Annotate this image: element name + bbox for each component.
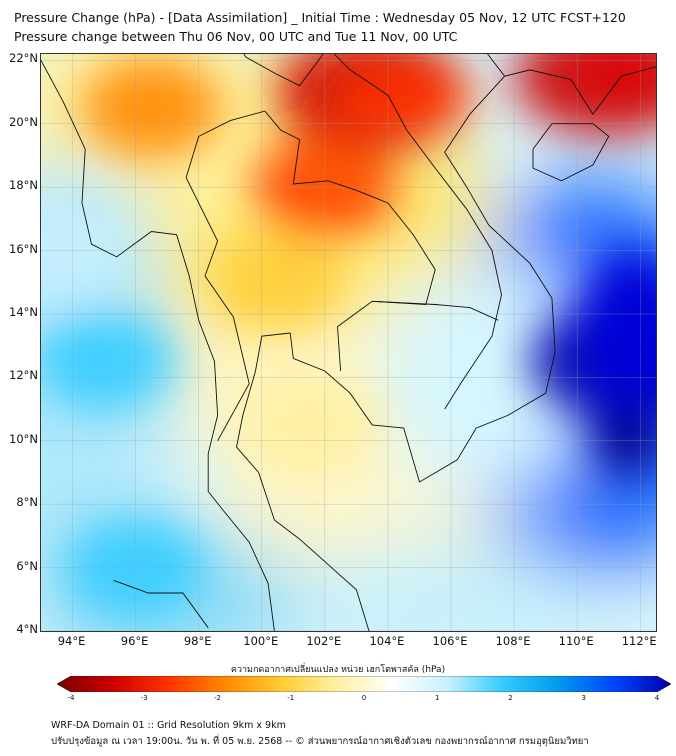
lat-tick-label: 16°N (9, 241, 38, 256)
colorbar-tick-label: 0 (361, 694, 367, 702)
coastline-sumatra (113, 579, 209, 629)
lat-tick-label: 8°N (16, 495, 38, 510)
colorbar-tick-label: 2 (508, 694, 513, 702)
border-china (243, 54, 505, 87)
footer-credit: ปรับปรุงข้อมูล ณ เวลา 19:00น. วัน พ. ที่… (51, 736, 589, 747)
border-laos-vietnam (333, 54, 502, 410)
colorbar-tick-label: 1 (435, 694, 440, 702)
border-thai-burma (185, 177, 250, 442)
lon-tick-label: 94°E (57, 634, 86, 648)
lon-tick-label: 106°E (432, 634, 468, 648)
coastline-burma-malay (41, 60, 275, 631)
lat-tick-label: 6°N (16, 558, 38, 573)
colorbar-title: ความกดอากาศเปลี่ยนแปลง หน่วย เฮกโตพาสคัล… (230, 665, 446, 675)
coastline-gulf-west (236, 332, 370, 631)
colorbar (57, 676, 671, 692)
lon-tick-label: 96°E (120, 634, 149, 648)
coastline-gulf-east (289, 66, 656, 483)
field-core-2 (294, 155, 375, 200)
border-cambodia (372, 300, 499, 321)
colorbar-tick-label: -4 (67, 694, 75, 702)
colorbar-tick-label: 3 (581, 694, 586, 702)
field-core-3 (578, 249, 656, 410)
field-burma-plain (81, 57, 222, 158)
field-andaman-sea (41, 311, 175, 412)
lon-tick-label: 112°E (621, 634, 657, 648)
lat-tick-label: 18°N (9, 178, 38, 193)
lat-tick-label: 14°N (9, 304, 38, 319)
lon-tick-label: 100°E (243, 634, 279, 648)
colorbar-gradient (57, 676, 671, 692)
lon-tick-label: 102°E (306, 634, 342, 648)
lon-tick-label: 108°E (495, 634, 531, 648)
colorbar-tick-label: -2 (214, 694, 221, 702)
lat-tick-label: 4°N (16, 622, 38, 636)
field-gulf-thailand (239, 374, 380, 475)
field-central-thailand (207, 232, 348, 333)
colorbar-tick-label: -1 (287, 694, 295, 702)
lon-tick-label: 104°E (369, 634, 405, 648)
footer-model-info: WRF-DA Domain 01 :: Grid Resolution 9km … (51, 720, 286, 731)
chart-title: Pressure Change (hPa) - [Data Assimilati… (14, 10, 626, 25)
chart-subtitle: Pressure change between Thu 06 Nov, 00 U… (14, 29, 458, 44)
lat-tick-label: 20°N (9, 114, 38, 129)
lat-tick-label: 12°N (9, 368, 38, 383)
pressure-change-map[interactable] (40, 53, 657, 632)
lat-tick-label: 22°N (9, 51, 38, 66)
colorbar-tick-label: 4 (654, 694, 660, 702)
map-canvas (41, 54, 656, 631)
field-core-5 (333, 68, 474, 129)
lon-tick-label: 98°E (183, 634, 212, 648)
field-core-1 (579, 54, 656, 96)
colorbar-tick-label: -3 (140, 694, 148, 702)
lat-tick-label: 10°N (9, 431, 38, 446)
coastline-hainan (532, 123, 610, 182)
lon-tick-label: 110°E (558, 634, 594, 648)
